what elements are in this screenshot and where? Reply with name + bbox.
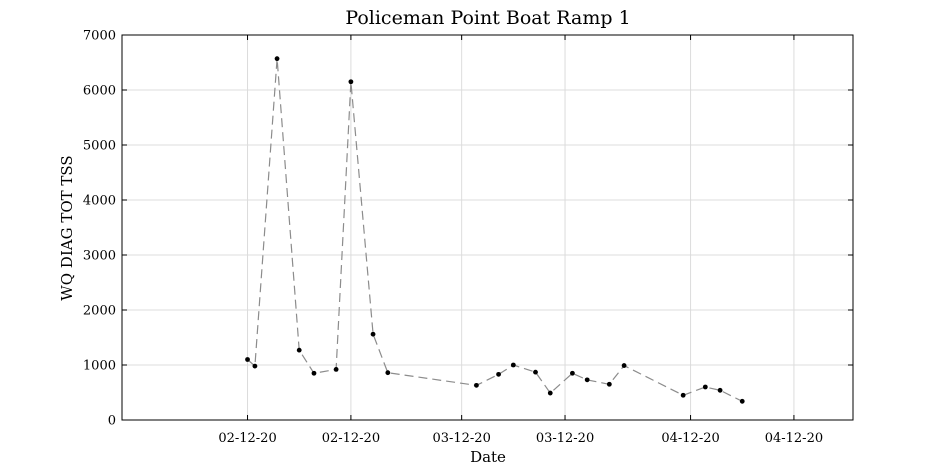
data-point	[296, 347, 302, 353]
y-tick-label: 2000	[83, 304, 116, 319]
data-point	[348, 79, 354, 85]
data-point	[739, 398, 745, 404]
data-point	[496, 371, 501, 377]
data-point	[584, 377, 590, 383]
y-tick-label: 6000	[83, 84, 116, 99]
data-point	[333, 367, 339, 372]
data-point	[311, 370, 317, 376]
x-tick-label: 02-12-20	[322, 431, 380, 446]
y-tick-label: 5000	[83, 139, 116, 154]
data-point	[547, 390, 553, 396]
data-series	[245, 56, 745, 404]
x-tick-label: 04-12-20	[765, 431, 823, 446]
data-point	[510, 362, 516, 368]
data-point	[680, 392, 686, 398]
data-point	[370, 331, 376, 337]
x-tick-label: 04-12-20	[661, 431, 719, 446]
y-tick-label: 1000	[83, 359, 116, 374]
data-point	[474, 382, 479, 388]
y-tick-label: 7000	[83, 29, 116, 44]
data-point	[252, 363, 258, 369]
data-point	[717, 387, 723, 393]
data-point	[702, 384, 708, 390]
x-tick-label: 02-12-20	[218, 431, 276, 446]
data-point	[385, 370, 391, 376]
data-point	[621, 363, 627, 368]
series-line	[247, 58, 743, 402]
data-point	[606, 381, 612, 387]
x-tick-label: 03-12-20	[432, 431, 490, 446]
y-axis-label: WQ DIAG TOT TSS	[58, 155, 76, 300]
y-tick-label: 0	[108, 414, 116, 429]
chart-title: Policeman Point Boat Ramp 1	[345, 7, 630, 29]
x-tick-label: 03-12-20	[536, 431, 594, 446]
data-point	[570, 370, 575, 376]
plot-frame	[121, 34, 854, 421]
data-point	[274, 56, 280, 62]
y-tick-label: 3000	[83, 249, 116, 264]
data-point	[533, 369, 538, 375]
axis-ticks: 0 1000 2000 3000 4000 5000 6000 7000 02-12-20 02-…	[83, 29, 853, 446]
x-axis-label: Date	[470, 448, 506, 466]
grid	[122, 34, 853, 421]
y-tick-label: 4000	[83, 194, 116, 209]
data-point	[245, 357, 250, 362]
